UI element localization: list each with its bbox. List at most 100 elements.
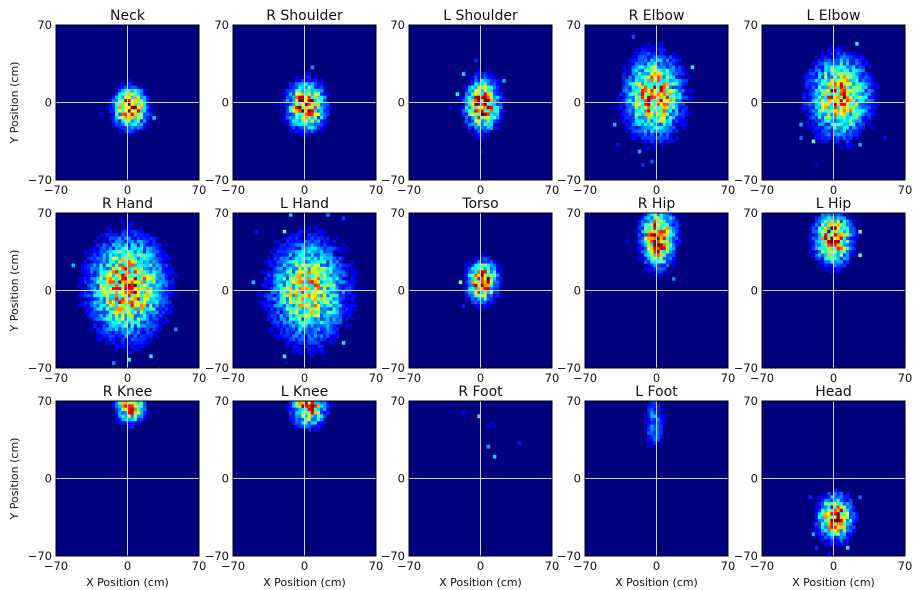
heatmap-cell: [647, 139, 651, 144]
heatmap-cell: [93, 297, 97, 301]
heatmap-cell: [313, 236, 318, 241]
heatmap-cell: [650, 404, 654, 409]
heatmap-cell: [341, 341, 346, 345]
heatmap-cell: [659, 139, 664, 144]
heatmap-cell: [814, 233, 819, 237]
heatmap-cell: [276, 256, 280, 261]
heatmap-cell: [468, 266, 472, 271]
heatmap-cell: [665, 139, 670, 144]
heatmap-cell: [133, 263, 138, 268]
heatmap-cell: [849, 109, 853, 113]
heatmap-cell: [659, 75, 664, 80]
heatmap-cell: [298, 256, 302, 261]
heatmap-cell: [650, 132, 654, 137]
heatmap-cell: [628, 109, 632, 113]
heatmap-cell: [307, 263, 312, 268]
heatmap-cell: [124, 226, 128, 231]
heatmap-cell: [143, 280, 147, 285]
heatmap-cell: [279, 273, 284, 278]
heatmap-cell: [121, 290, 125, 295]
heatmap-cell: [313, 317, 318, 322]
heatmap-cell: [105, 277, 110, 281]
heatmap-cell: [143, 401, 147, 405]
heatmap-cell: [653, 58, 657, 63]
heatmap-cell: [115, 293, 119, 298]
heatmap-cell: [115, 102, 119, 107]
heatmap-cell: [492, 119, 497, 124]
heatmap-cell: [136, 417, 141, 422]
heatmap-cell: [127, 243, 131, 248]
heatmap-cell: [678, 89, 682, 93]
heatmap-cell: [127, 105, 131, 110]
heatmap-cell: [842, 522, 847, 527]
heatmap-cell: [647, 51, 651, 56]
heatmap-cell: [301, 102, 305, 107]
heatmap-cell: [155, 303, 159, 308]
heatmap-cell: [323, 407, 327, 412]
heatmap-cell: [817, 508, 822, 513]
heatmap-cell: [631, 132, 636, 137]
heatmap-cell: [839, 82, 844, 86]
heatmap-cell: [833, 122, 837, 127]
heatmap-cell: [864, 78, 869, 83]
heatmap-cell: [310, 330, 315, 335]
heatmap-cell: [622, 102, 626, 107]
heatmap-cell: [814, 529, 819, 533]
heatmap-cell: [842, 236, 847, 241]
heatmap-cell: [323, 263, 327, 268]
heatmap-cell: [650, 115, 654, 120]
heatmap-cell: [111, 239, 116, 244]
heatmap-cell: [298, 334, 302, 339]
heatmap-cell: [111, 297, 116, 301]
heatmap-cell: [650, 129, 654, 134]
heatmap-cell: [852, 51, 856, 56]
heatmap-cell: [827, 505, 831, 510]
heatmap-cell: [650, 229, 654, 234]
heatmap-cell: [171, 290, 175, 295]
heatmap-cell: [133, 303, 138, 308]
heatmap-cell: [836, 508, 841, 513]
heatmap-cell: [634, 65, 639, 70]
heatmap-cell: [298, 112, 302, 117]
heatmap-cell: [833, 139, 837, 144]
heatmap-cell: [839, 51, 844, 56]
heatmap-cell: [634, 85, 639, 90]
heatmap-cell: [111, 270, 116, 274]
heatmap-cell: [830, 253, 834, 258]
heatmap-cell: [326, 330, 330, 335]
heatmap-cell: [858, 75, 862, 80]
heatmap-cell: [136, 314, 141, 318]
heatmap-cell: [288, 404, 293, 409]
heatmap-cell: [99, 233, 103, 237]
heatmap-cell: [146, 119, 150, 124]
heatmap-cell: [836, 243, 841, 248]
heatmap-cell: [836, 213, 841, 217]
heatmap-cell: [486, 266, 491, 271]
heatmap-cell: [155, 334, 159, 339]
heatmap-cell: [329, 330, 333, 335]
heatmap-cell: [304, 303, 308, 308]
heatmap-cell: [861, 75, 865, 80]
heatmap-cell: [665, 256, 670, 261]
heatmap-cell: [105, 226, 110, 231]
heatmap-cell: [672, 226, 676, 231]
heatmap-cell: [307, 236, 312, 241]
heatmap-cell: [130, 115, 135, 120]
heatmap-cell: [335, 290, 340, 295]
heatmap-cell: [102, 307, 107, 312]
heatmap-cell: [675, 68, 679, 73]
heatmap-cell: [811, 95, 816, 100]
heatmap-cell: [650, 82, 654, 86]
heatmap-cell: [827, 246, 831, 251]
heatmap-cell: [133, 297, 138, 301]
heatmap-cell: [344, 273, 349, 278]
heatmap-cell: [873, 95, 878, 100]
heatmap-cell: [292, 233, 296, 237]
heatmap-cell: [496, 280, 500, 285]
heatmap-cell: [139, 344, 144, 349]
heatmap-cell: [310, 310, 315, 315]
heatmap-cell: [650, 216, 654, 221]
heatmap-cell: [124, 253, 128, 258]
heatmap-cell: [313, 85, 318, 90]
heatmap-cell: [489, 72, 494, 76]
